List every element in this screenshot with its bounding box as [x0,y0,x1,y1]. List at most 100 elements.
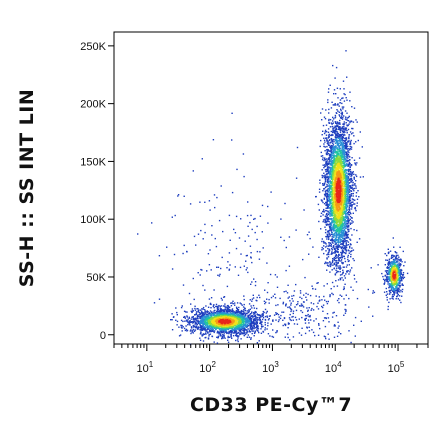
event-dot [245,321,247,323]
event-dot [322,248,324,250]
event-dot [284,323,286,325]
event-dot [236,334,238,337]
event-dot [328,204,330,206]
event-dot [333,209,335,211]
event-dot [332,196,334,199]
event-dot [323,182,326,185]
event-dot [291,298,293,300]
event-dot [315,318,317,320]
event-dot [348,206,350,208]
event-dot [328,242,330,244]
event-dot [345,252,347,255]
event-dot [341,113,343,115]
event-dot [354,199,356,201]
event-dot [396,285,398,288]
event-dot [249,317,251,319]
event-dot [333,336,336,338]
event-dot [192,277,194,280]
event-dot [353,173,355,175]
event-dot [255,311,257,313]
event-dot [341,144,344,146]
event-dot [253,322,256,324]
event-dot [279,317,282,320]
event-dot [331,232,333,234]
event-dot [325,337,327,340]
event-dot [393,293,395,295]
event-dot [178,335,181,337]
event-dot [326,192,329,195]
event-dot [349,212,352,215]
event-dot [356,229,358,232]
event-dot [331,241,333,243]
event-dot [283,317,286,320]
event-dot [197,309,200,312]
event-dot [336,270,338,273]
event-dot [248,331,250,333]
event-dot [326,302,329,305]
event-dot [343,156,346,158]
event-dot [338,146,340,148]
event-dot [215,305,217,308]
event-dot [326,234,329,237]
event-dot [346,191,348,193]
event-dot [352,192,354,195]
event-dot [295,283,297,286]
event-dot [243,175,245,178]
event-dot [327,150,329,152]
event-dot [352,132,354,134]
event-dot [248,315,250,317]
event-dot [394,251,396,253]
event-dot [332,130,334,132]
event-dot [332,168,334,170]
event-dot [202,321,204,324]
event-dot [355,281,358,283]
event-dot [339,224,342,226]
event-dot [323,139,326,141]
event-dot [331,148,333,150]
event-dot [333,234,336,236]
event-dot [349,173,351,176]
event-dot [325,220,327,223]
event-dot [328,237,330,239]
event-dot [349,222,351,224]
event-dot [258,258,261,260]
event-dot [344,304,347,306]
event-dot [192,324,194,327]
event-dot [341,143,343,145]
event-dot [347,225,349,227]
event-dot [350,205,353,207]
event-dot [335,226,337,228]
event-dot [246,336,248,338]
event-dot [234,304,236,306]
event-dot [284,324,287,327]
event-dot [339,137,342,140]
event-dot [202,312,204,314]
event-dot [349,178,351,180]
event-dot [247,235,250,237]
event-dot [343,170,346,172]
event-dot [345,178,347,180]
event-dot [301,311,304,314]
event-dot [237,318,239,320]
event-dot [346,270,349,272]
event-dot [340,236,342,238]
event-dot [337,321,339,323]
event-dot [343,199,346,201]
event-dot [351,222,353,224]
event-dot [347,230,350,233]
event-dot [399,277,401,279]
event-dot [331,236,333,238]
event-dot [189,320,191,322]
event-dot [343,252,345,254]
event-dot [199,324,201,326]
event-dot [343,298,345,300]
event-dot [337,149,340,151]
event-dot [349,245,351,248]
event-dot [241,332,243,334]
event-dot [394,289,396,291]
event-dot [341,261,343,264]
event-dot [356,241,358,243]
event-dot [252,304,255,307]
event-dot [186,316,188,318]
event-dot [351,127,353,130]
